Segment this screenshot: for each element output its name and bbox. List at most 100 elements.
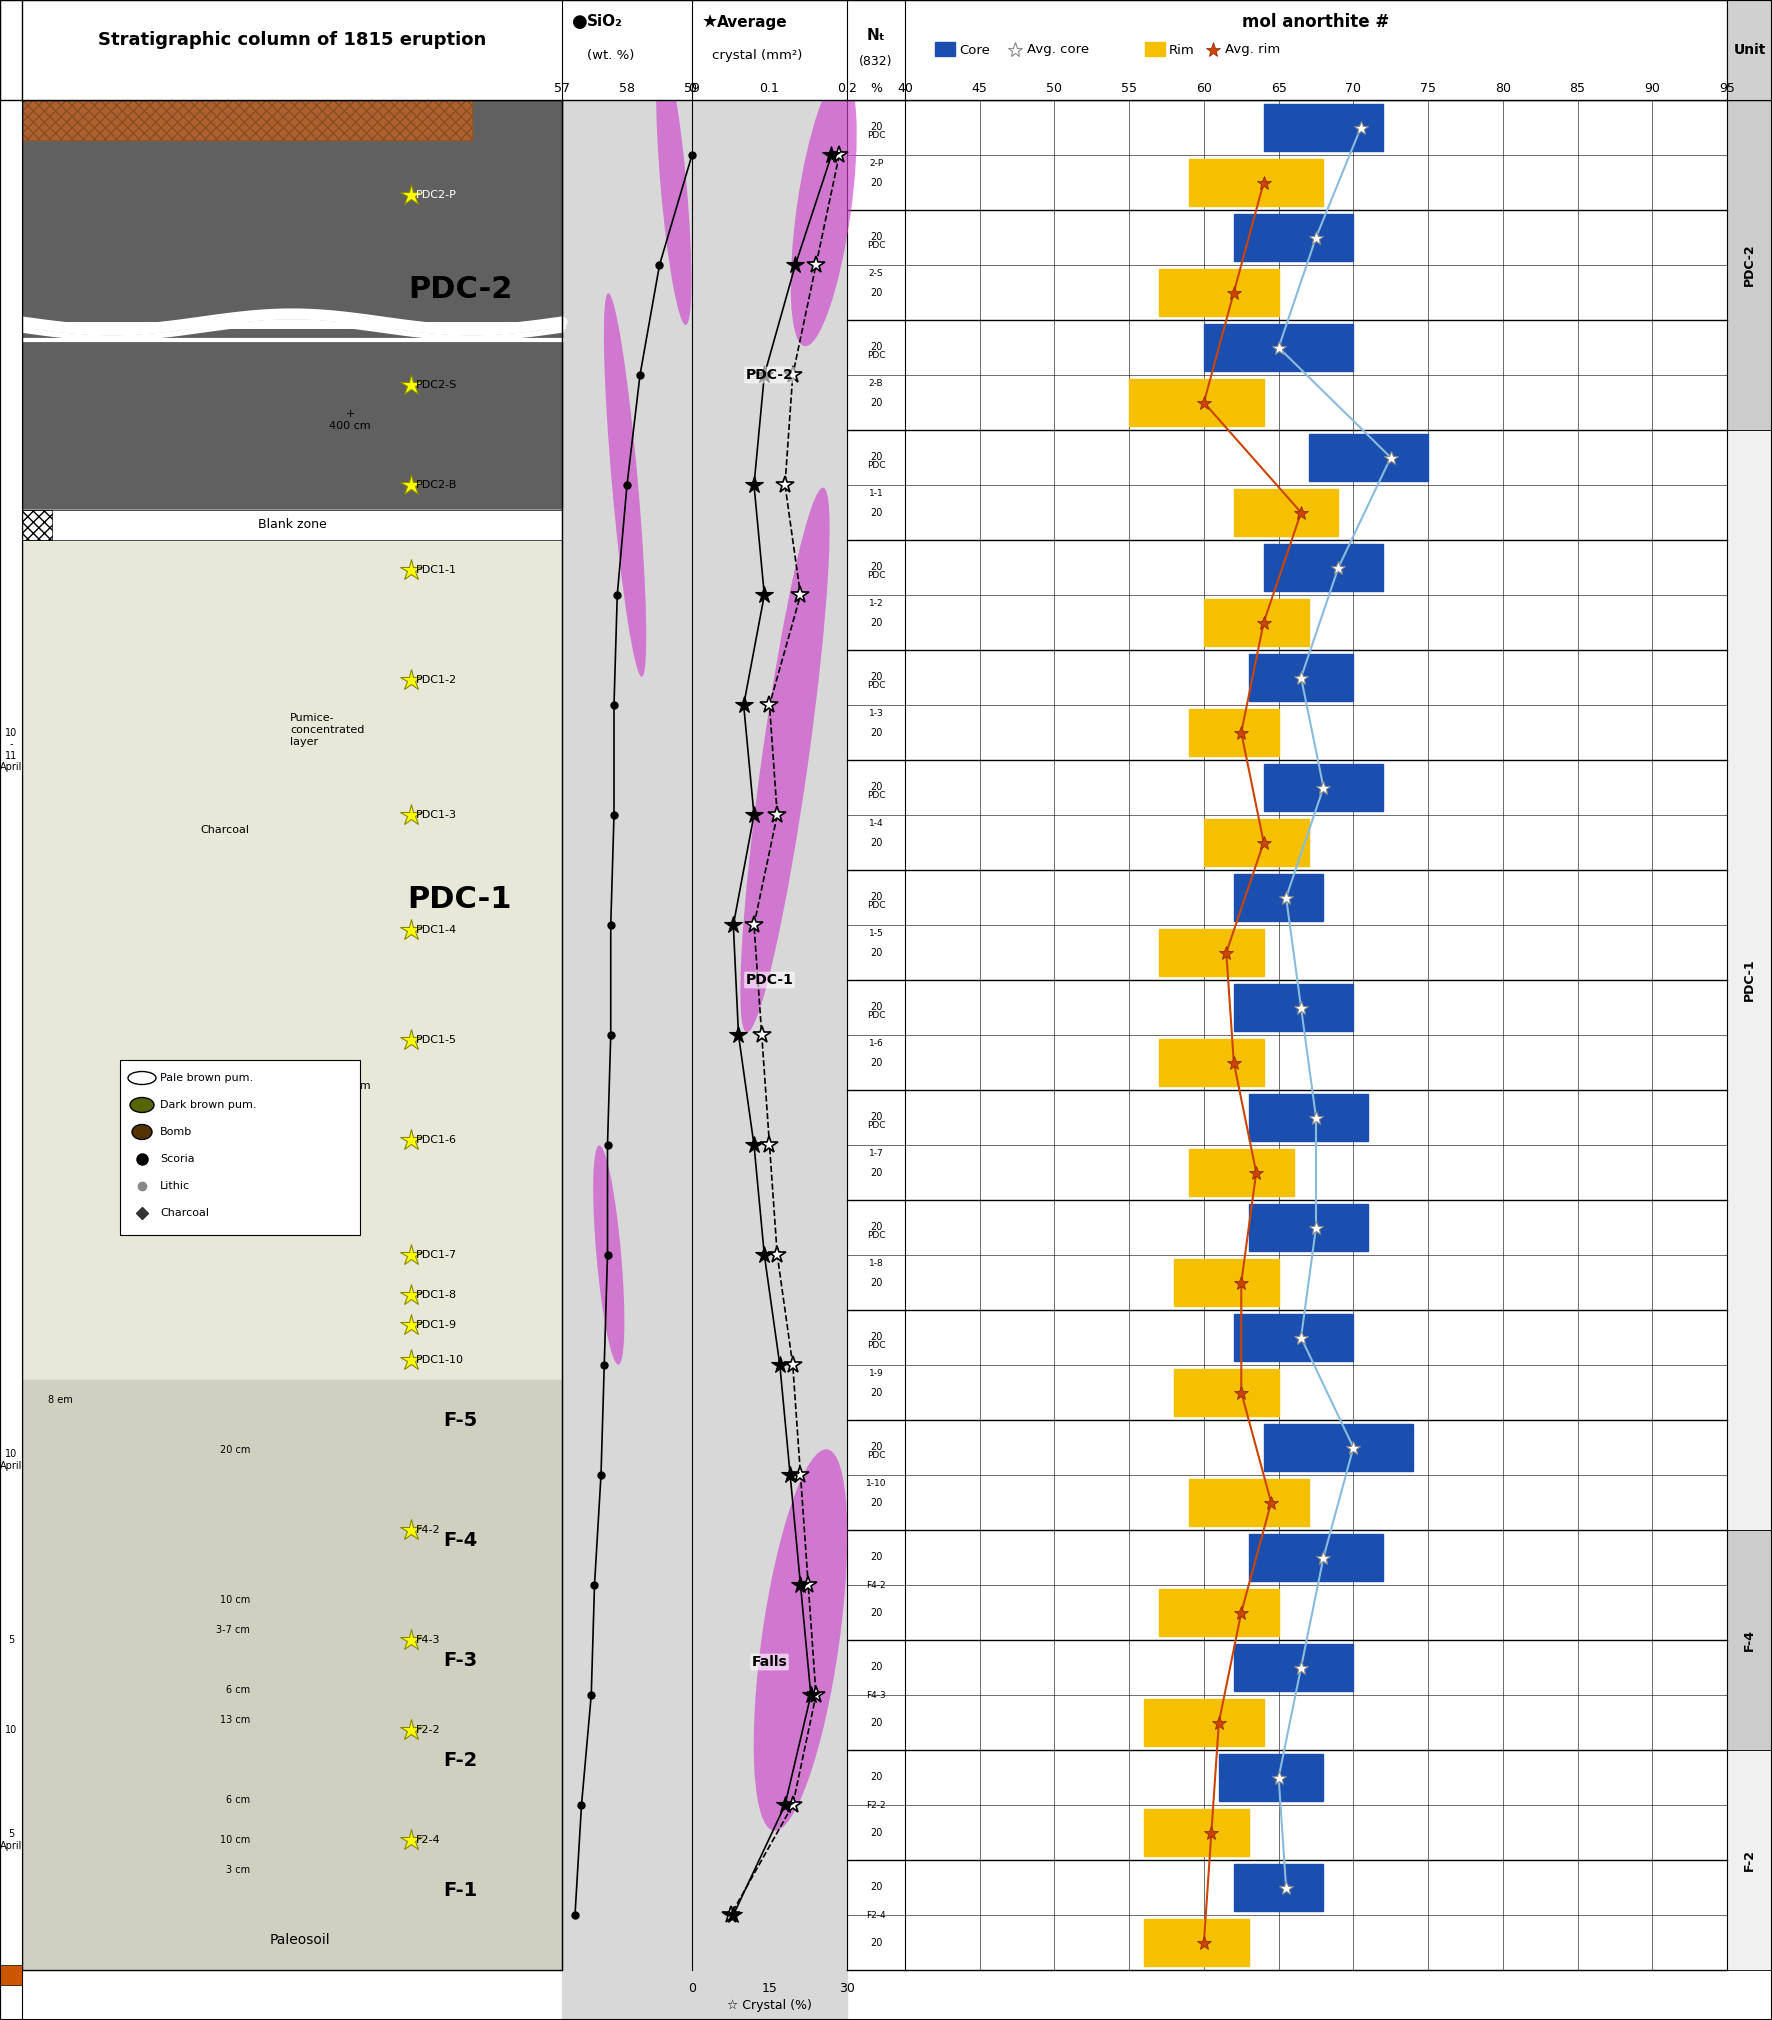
Text: 20: 20 — [870, 1388, 882, 1398]
Text: F4-3: F4-3 — [416, 1634, 439, 1644]
Text: 90: 90 — [1644, 81, 1660, 95]
Text: 20: 20 — [870, 1828, 882, 1838]
Text: 1-2: 1-2 — [868, 598, 882, 608]
Bar — [936, 42, 955, 57]
Text: 60: 60 — [1196, 81, 1212, 95]
Text: 0.2: 0.2 — [836, 81, 858, 95]
Text: 15: 15 — [762, 1982, 778, 1994]
Bar — [1249, 654, 1354, 701]
Text: 5
April: 5 April — [0, 1830, 23, 1850]
Text: 10 cm: 10 cm — [220, 1834, 250, 1844]
Text: 6 cm: 6 cm — [225, 1685, 250, 1695]
Text: 20: 20 — [870, 178, 882, 188]
Text: PDC1-6: PDC1-6 — [416, 1135, 457, 1145]
Text: Dark brown pum.: Dark brown pum. — [159, 1101, 257, 1111]
Text: Bomb: Bomb — [159, 1127, 191, 1137]
Text: Rim: Rim — [1170, 44, 1194, 57]
Text: (wt. %): (wt. %) — [587, 48, 634, 61]
Bar — [1175, 1370, 1279, 1416]
Text: 10
-
11
April: 10 - 11 April — [0, 727, 23, 772]
Bar — [1263, 764, 1384, 812]
Text: Stratigraphic column of 1815 eruption: Stratigraphic column of 1815 eruption — [97, 30, 486, 48]
Text: 20: 20 — [870, 343, 882, 354]
Text: 20: 20 — [870, 1553, 882, 1563]
Text: Lithic: Lithic — [159, 1182, 190, 1192]
Text: 20: 20 — [870, 893, 882, 903]
Text: F4-3: F4-3 — [867, 1691, 886, 1699]
Text: PDC2-B: PDC2-B — [416, 481, 457, 491]
Text: PDC: PDC — [867, 901, 886, 911]
Text: +
465 cm: + 465 cm — [330, 1069, 370, 1091]
Text: 1-4: 1-4 — [868, 818, 882, 828]
Text: Core: Core — [959, 44, 991, 57]
Text: PDC2-S: PDC2-S — [416, 380, 457, 390]
Text: PDC1-2: PDC1-2 — [416, 675, 457, 685]
Text: 10
April: 10 April — [0, 1448, 23, 1471]
Bar — [21, 509, 51, 539]
Text: Pumice-
concentrated
layer: Pumice- concentrated layer — [291, 713, 365, 747]
Text: 55: 55 — [1122, 81, 1138, 95]
Bar — [21, 539, 562, 1380]
Bar — [1159, 1038, 1263, 1087]
Text: 20: 20 — [870, 838, 882, 848]
Text: PDC: PDC — [867, 1121, 886, 1131]
Text: 1-10: 1-10 — [867, 1479, 886, 1489]
Text: 0: 0 — [688, 81, 696, 95]
Text: 65: 65 — [1271, 81, 1286, 95]
Bar — [120, 1060, 360, 1234]
Bar — [1233, 875, 1324, 921]
Text: 3 cm: 3 cm — [225, 1864, 250, 1875]
Text: Falls: Falls — [751, 1654, 787, 1669]
Text: 20: 20 — [870, 1442, 882, 1452]
Text: F-2: F-2 — [443, 1751, 477, 1770]
Text: 59: 59 — [684, 81, 700, 95]
Text: PDC-2: PDC-2 — [408, 275, 512, 305]
Ellipse shape — [594, 1145, 624, 1366]
Bar — [21, 509, 562, 539]
Text: 95: 95 — [1719, 81, 1735, 95]
Ellipse shape — [131, 1125, 152, 1139]
Text: 20: 20 — [870, 1937, 882, 1947]
Text: 20: 20 — [870, 1717, 882, 1727]
Text: F2-2: F2-2 — [867, 1800, 886, 1810]
Bar — [1189, 709, 1279, 755]
Bar — [21, 509, 562, 539]
Text: 1-8: 1-8 — [868, 1258, 884, 1269]
Text: PDC: PDC — [867, 461, 886, 471]
Text: PDC1-3: PDC1-3 — [416, 810, 457, 820]
Bar — [1728, 101, 1772, 430]
Bar — [1728, 430, 1772, 1529]
Text: PDC: PDC — [867, 1012, 886, 1020]
Text: 0: 0 — [688, 1982, 696, 1994]
Bar — [1728, 1749, 1772, 1970]
Text: 20: 20 — [870, 1333, 882, 1343]
Ellipse shape — [128, 1071, 156, 1085]
Text: 20: 20 — [870, 123, 882, 133]
Text: 1-1: 1-1 — [868, 489, 884, 497]
Bar — [21, 101, 471, 139]
Text: F2-2: F2-2 — [416, 1725, 441, 1735]
Text: 75: 75 — [1419, 81, 1435, 95]
Ellipse shape — [741, 487, 829, 1032]
Bar — [1728, 1529, 1772, 1749]
Text: F4-2: F4-2 — [867, 1580, 886, 1590]
Text: SiO₂: SiO₂ — [587, 14, 622, 30]
Text: Charcoal: Charcoal — [159, 1208, 209, 1218]
Text: 20 cm: 20 cm — [220, 1444, 250, 1454]
Text: %: % — [870, 81, 882, 95]
Text: 1-6: 1-6 — [868, 1038, 884, 1048]
Text: PDC: PDC — [867, 240, 886, 250]
Text: F-1: F-1 — [443, 1881, 477, 1899]
Text: PDC: PDC — [867, 1450, 886, 1460]
Text: PDC-1: PDC-1 — [408, 885, 512, 915]
Bar — [1145, 42, 1164, 57]
Text: 10: 10 — [5, 1725, 18, 1735]
Text: PDC1-10: PDC1-10 — [416, 1355, 464, 1366]
Bar — [1233, 1644, 1354, 1691]
Text: PDC1-1: PDC1-1 — [416, 566, 457, 576]
Text: F-5: F-5 — [443, 1410, 477, 1430]
Bar — [1145, 1699, 1263, 1745]
Text: PDC: PDC — [867, 1232, 886, 1240]
Bar — [1219, 1753, 1324, 1802]
Text: Avg. core: Avg. core — [1028, 44, 1090, 57]
